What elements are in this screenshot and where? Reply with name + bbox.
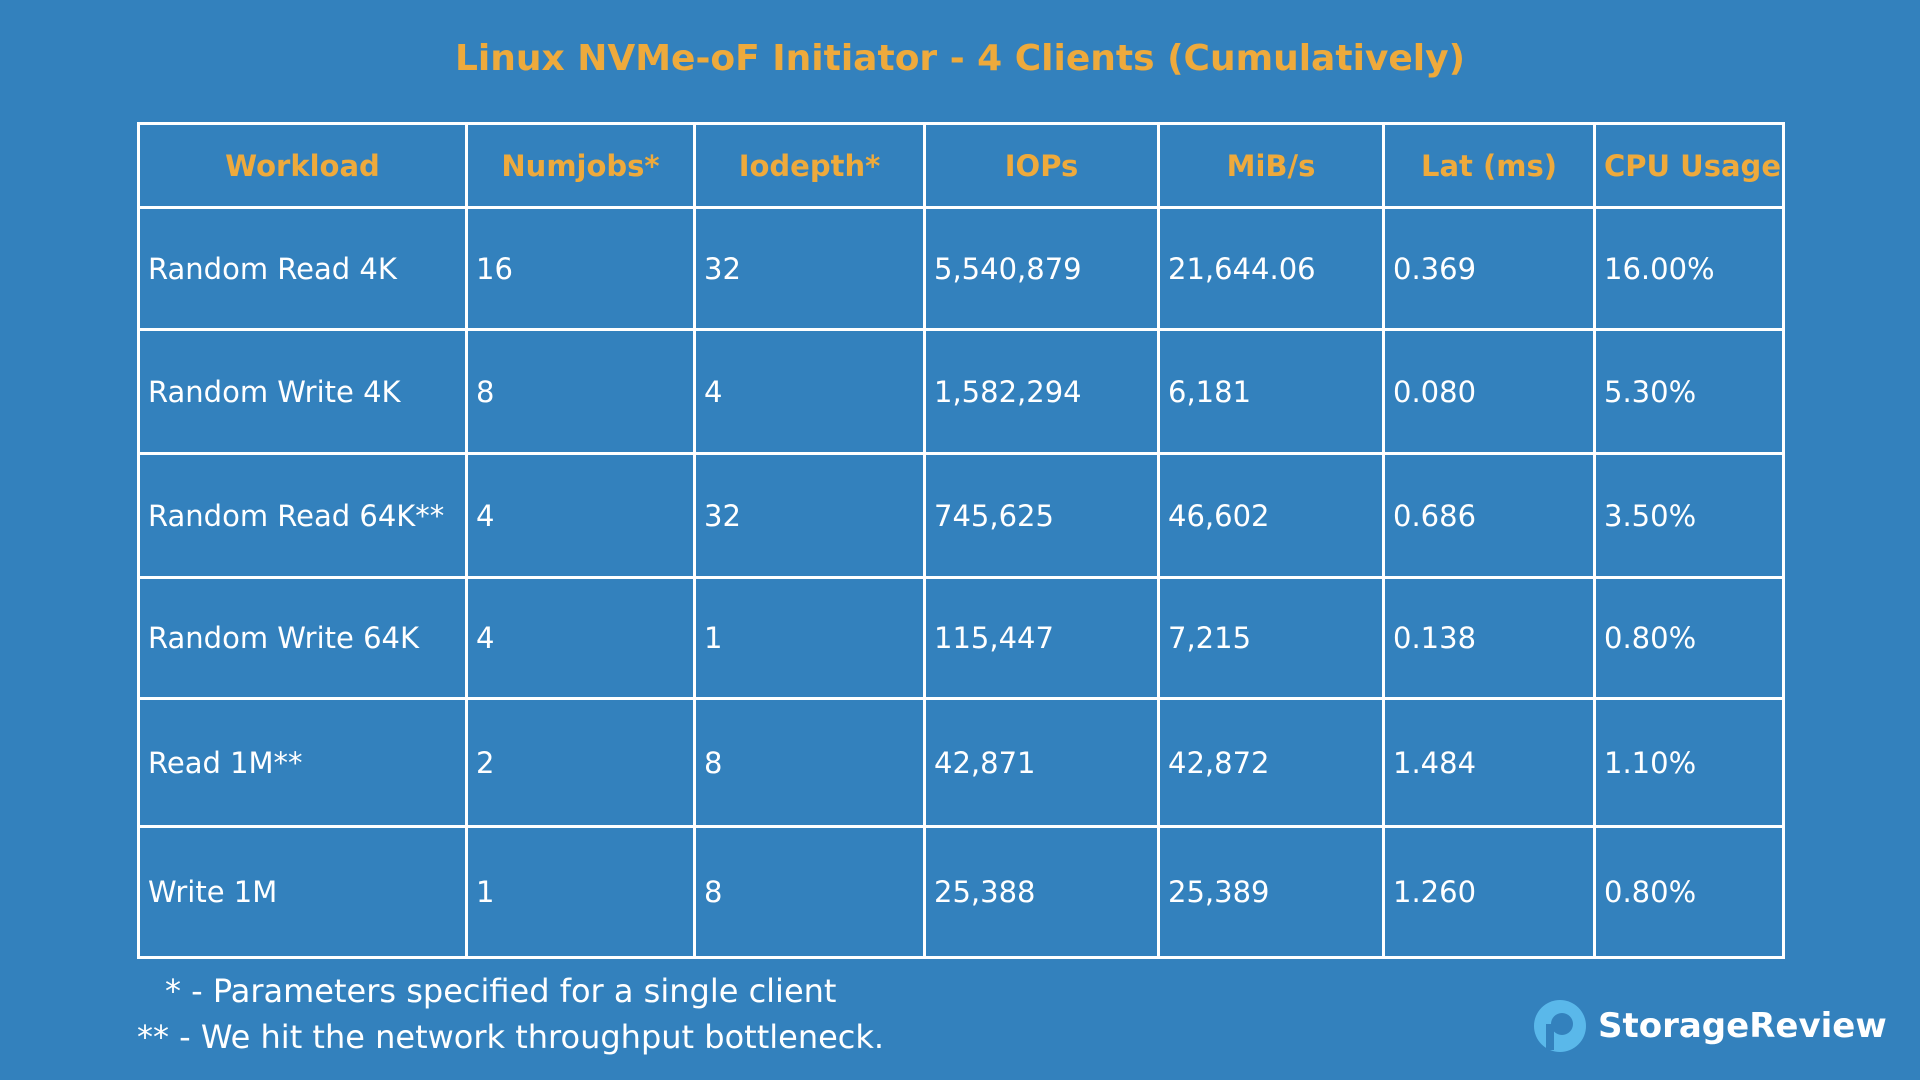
header-row: Workload Numjobs* Iodepth* IOPs MiB/s Lat (ms… <box>137 122 1785 209</box>
table-cell: 1.484 <box>1382 697 1596 828</box>
table-row: Random Read 4K 16 32 5,540,879 21,644.06 0.36… <box>137 206 1785 331</box>
title: Linux NVMe-oF Initiator - 4 Clients (Cum… <box>454 38 1466 79</box>
table-cell: 0.80% <box>1593 576 1785 700</box>
table-cell: 1.10% <box>1593 697 1785 828</box>
column-header: Iodepth* <box>693 122 926 209</box>
table-cell: 1 <box>693 576 926 700</box>
row-label: Random Write 4K <box>137 328 468 455</box>
table-cell: 8 <box>693 825 926 959</box>
table-cell: 46,602 <box>1157 452 1385 579</box>
table-cell: 0.138 <box>1382 576 1596 700</box>
results-table: Workload Numjobs* Iodepth* IOPs MiB/s Lat (ms… <box>137 122 1785 959</box>
row-label: Random Read 4K <box>137 206 468 331</box>
table-cell: 1,582,294 <box>923 328 1160 455</box>
table-cell: 0.080 <box>1382 328 1596 455</box>
table-row: Read 1M** 2 8 42,871 42,872 1.484 1.10% <box>137 697 1785 828</box>
table-cell: 25,388 <box>923 825 1160 959</box>
column-header: Workload <box>137 122 468 209</box>
table-cell: 4 <box>465 452 696 579</box>
table-cell: 4 <box>693 328 926 455</box>
table-cell: 32 <box>693 206 926 331</box>
table-cell: 3.50% <box>1593 452 1785 579</box>
table-row: Random Read 64K** 4 32 745,625 46,602 0.686 3.… <box>137 452 1785 579</box>
footnote: ** - We hit the network throughput bottl… <box>137 1018 885 1056</box>
table-cell: 21,644.06 <box>1157 206 1385 331</box>
table-cell: 6,181 <box>1157 328 1385 455</box>
table-cell: 4 <box>465 576 696 700</box>
row-label: Random Read 64K** <box>137 452 468 579</box>
table-cell: 7,215 <box>1157 576 1385 700</box>
column-header: CPU Usage <box>1593 122 1785 209</box>
column-header: MiB/s <box>1157 122 1385 209</box>
table-row: Random Write 4K 8 4 1,582,294 6,181 0.080 5.30… <box>137 328 1785 455</box>
table-cell: 745,625 <box>923 452 1160 579</box>
column-header: Lat (ms) <box>1382 122 1596 209</box>
table-cell: 8 <box>693 697 926 828</box>
table-cell: 0.80% <box>1593 825 1785 959</box>
table-cell: 25,389 <box>1157 825 1385 959</box>
footnote: * - Parameters specified for a single cl… <box>165 972 837 1010</box>
table-cell: 1 <box>465 825 696 959</box>
column-header: Numjobs* <box>465 122 696 209</box>
table-row: Write 1M 1 8 25,388 25,389 1.260 0.80% <box>137 825 1785 959</box>
table-cell: 42,872 <box>1157 697 1385 828</box>
row-label: Read 1M** <box>137 697 468 828</box>
table-cell: 115,447 <box>923 576 1160 700</box>
table-cell: 16.00% <box>1593 206 1785 331</box>
logo-icon <box>1534 1000 1586 1052</box>
table-cell: 16 <box>465 206 696 331</box>
table-cell: 32 <box>693 452 926 579</box>
row-label: Random Write 64K <box>137 576 468 700</box>
row-label: Write 1M <box>137 825 468 959</box>
table-cell: 42,871 <box>923 697 1160 828</box>
logo-text: StorageReview <box>1598 1006 1887 1046</box>
table-cell: 0.369 <box>1382 206 1596 331</box>
table-cell: 8 <box>465 328 696 455</box>
table-row: Random Write 64K 4 1 115,447 7,215 0.138 0.80% <box>137 576 1785 700</box>
logo: StorageReview <box>1532 998 1887 1054</box>
table-cell: 2 <box>465 697 696 828</box>
table-cell: 5.30% <box>1593 328 1785 455</box>
column-header: IOPs <box>923 122 1160 209</box>
table-cell: 1.260 <box>1382 825 1596 959</box>
table-cell: 0.686 <box>1382 452 1596 579</box>
table-cell: 5,540,879 <box>923 206 1160 331</box>
